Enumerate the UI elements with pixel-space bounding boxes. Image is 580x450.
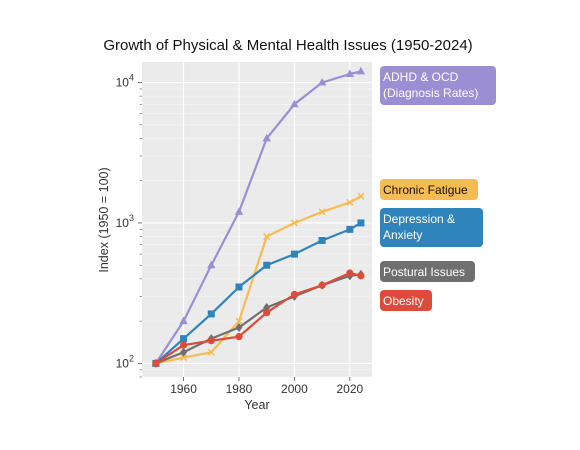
axis-layer: 102 103 104 1960 1980 2000 2020 — [116, 73, 364, 396]
legend-box — [380, 208, 483, 247]
legend-item-adhd-ocd-diagnosis-rates: ADHD & OCD (Diagnosis Rates) — [380, 66, 496, 105]
y-tick-label: 104 — [116, 73, 134, 90]
obesity-point — [290, 290, 299, 298]
adhd-ocd-diagnosis-rates-point — [179, 316, 188, 325]
obesity-point — [318, 281, 326, 289]
legend-label: Obesity — [383, 294, 424, 308]
legend-box — [380, 290, 432, 311]
obesity-point — [235, 333, 243, 341]
postural-issues-point — [180, 347, 188, 357]
legend-box — [380, 261, 475, 282]
obesity-point — [357, 272, 365, 280]
obesity-point — [263, 308, 271, 317]
adhd-ocd-diagnosis-rates-point — [262, 133, 271, 142]
chronic-fatigue-point — [207, 348, 215, 356]
depression-anxiety-point — [290, 250, 298, 258]
legend-box — [380, 179, 478, 200]
adhd-ocd-diagnosis-rates-point — [290, 99, 299, 108]
legend-item-postural-issues: Postural Issues — [380, 261, 475, 282]
x-axis-label: Year — [244, 398, 269, 412]
chronic-fatigue-point — [290, 219, 298, 227]
legend-label: Chronic Fatigue — [383, 183, 468, 197]
legend-item-obesity: Obesity — [380, 290, 432, 311]
depression-anxiety-point — [346, 225, 354, 233]
x-tick-label: 2020 — [336, 382, 363, 396]
legend-label: Postural Issues — [383, 265, 465, 279]
depression-anxiety-point — [318, 237, 326, 245]
depression-anxiety-point — [207, 310, 215, 318]
x-tick-label: 2000 — [281, 382, 308, 396]
adhd-ocd-diagnosis-rates-point — [234, 207, 244, 215]
legend-box — [380, 66, 496, 105]
y-tick-label: 102 — [116, 353, 134, 370]
depression-anxiety-point — [180, 335, 188, 343]
obesity-point — [346, 269, 354, 277]
depression-anxiety-point — [357, 219, 365, 227]
chart-title: Growth of Physical & Mental Health Issue… — [103, 37, 472, 54]
series-layer — [151, 66, 366, 368]
chronic-fatigue-point — [346, 198, 354, 206]
depression-anxiety-point — [235, 283, 243, 291]
chronic-fatigue-point — [235, 317, 243, 325]
legend-label: ADHD & OCD — [383, 70, 459, 84]
depression-anxiety-point — [263, 261, 271, 269]
series-depression-anxiety — [152, 219, 365, 367]
postural-issues-point — [235, 323, 243, 333]
chronic-fatigue-point — [357, 192, 365, 200]
chronic-fatigue-point — [180, 354, 188, 362]
series-obesity — [152, 269, 365, 367]
legend-label: (Diagnosis Rates) — [383, 86, 478, 100]
chronic-fatigue-point — [263, 233, 271, 241]
chronic-fatigue-point — [318, 208, 326, 216]
legend-label: Depression & — [383, 212, 455, 226]
y-axis-label: Index (1950 = 100) — [97, 167, 111, 272]
legend-item-chronic-fatigue: Chronic Fatigue — [380, 179, 478, 200]
y-tick-label: 103 — [116, 213, 134, 230]
plot-area — [142, 62, 372, 377]
legend-item-depression-anxiety: Depression & Anxiety — [380, 208, 483, 247]
adhd-ocd-diagnosis-rates-point — [345, 69, 355, 77]
obesity-point — [207, 337, 215, 345]
adhd-ocd-diagnosis-rates-point — [356, 66, 366, 75]
obesity-point — [179, 341, 188, 349]
legend-label: Anxiety — [383, 228, 422, 242]
x-tick-label: 1960 — [170, 382, 197, 396]
adhd-ocd-diagnosis-rates-point — [317, 78, 327, 86]
obesity-point — [152, 359, 160, 367]
legend-layer: ADHD & OCD (Diagnosis Rates) Chronic Fatig… — [380, 66, 496, 311]
adhd-ocd-diagnosis-rates-point — [207, 260, 216, 269]
x-tick-label: 1980 — [226, 382, 253, 396]
